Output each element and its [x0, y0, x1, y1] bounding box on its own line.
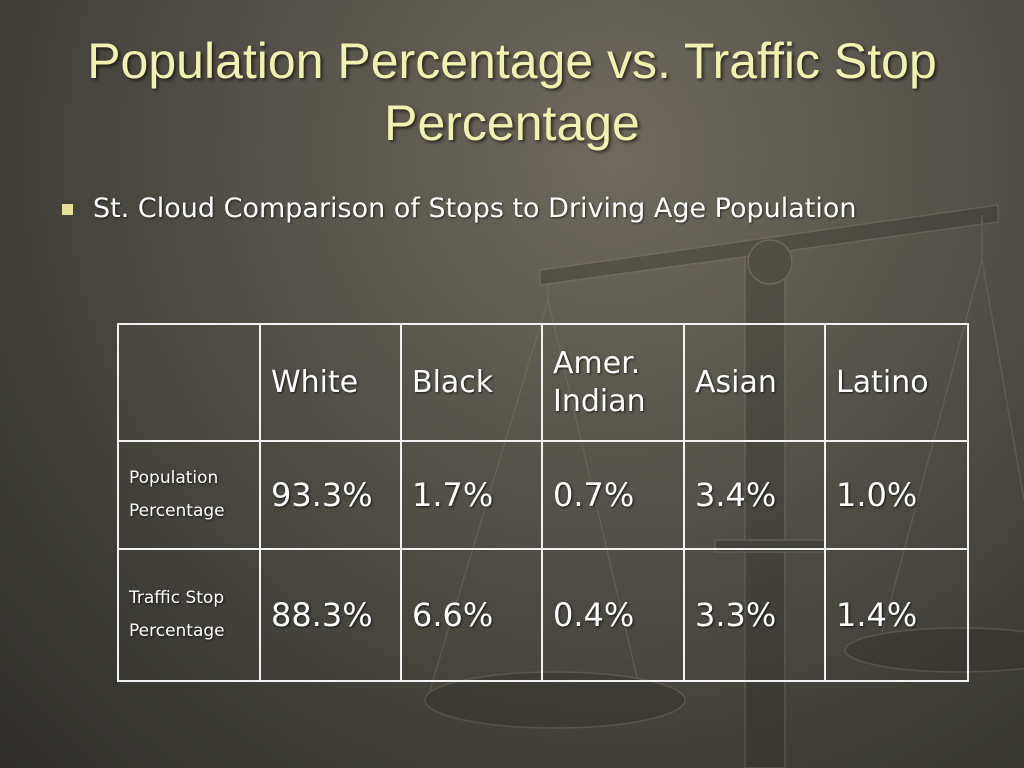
column-header-asian: Asian	[683, 323, 826, 442]
table-cell: 3.4%	[683, 440, 826, 550]
column-header-black: Black	[400, 323, 543, 442]
column-header-latino: Latino	[824, 323, 969, 442]
bullet-point: St. Cloud Comparison of Stops to Driving…	[62, 188, 857, 228]
column-header-white: White	[259, 323, 402, 442]
bullet-text: St. Cloud Comparison of Stops to Driving…	[93, 192, 857, 224]
slide-title: Population Percentage vs. Traffic Stop P…	[87, 33, 937, 151]
table-corner-cell	[117, 323, 261, 442]
table-cell: 0.4%	[541, 548, 685, 682]
row-label-population: Population Percentage	[117, 440, 261, 550]
table-cell: 1.4%	[824, 548, 969, 682]
table-cell: 6.6%	[400, 548, 543, 682]
table-cell: 0.7%	[541, 440, 685, 550]
comparison-table: White Black Amer. Indian Asian Latino Po…	[117, 323, 969, 682]
table-cell: 93.3%	[259, 440, 402, 550]
row-label-traffic-stop: Traffic Stop Percentage	[117, 548, 261, 682]
square-bullet-icon	[62, 203, 73, 215]
table-cell: 3.3%	[683, 548, 826, 682]
table-cell: 1.0%	[824, 440, 969, 550]
table-header-row: White Black Amer. Indian Asian Latino	[117, 323, 969, 442]
table-cell: 1.7%	[400, 440, 543, 550]
table-cell: 88.3%	[259, 548, 402, 682]
column-header-amer-indian: Amer. Indian	[541, 323, 685, 442]
table-row: Traffic Stop Percentage 88.3% 6.6% 0.4% …	[117, 548, 969, 682]
table-row: Population Percentage 93.3% 1.7% 0.7% 3.…	[117, 440, 969, 550]
